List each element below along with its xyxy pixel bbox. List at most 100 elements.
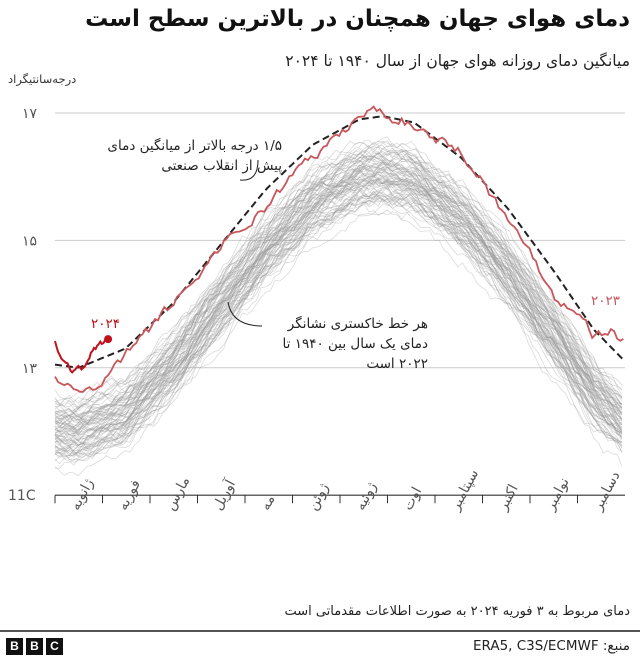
dashed-annotation-arrow: [239, 159, 259, 181]
label-2023: ۲۰۲۳: [591, 293, 620, 309]
gray-year-line: [54, 178, 622, 441]
gray-year-line: [54, 193, 623, 459]
source-text: منبع: ERA5, C3S/ECMWF: [472, 638, 630, 654]
gray-year-line: [54, 174, 623, 440]
gray-year-line: [54, 185, 622, 445]
gray-annotation: دمای یک سال بین ۱۹۴۰ تا: [283, 336, 428, 352]
gray-year-line: [54, 189, 623, 454]
y-tick-label: ۱۳: [22, 361, 38, 377]
gray-year-line: [54, 197, 623, 466]
month-label: مه: [257, 492, 278, 513]
gray-year-line: [54, 171, 623, 436]
gray-year-line: [54, 157, 623, 423]
gray-year-line: [54, 154, 623, 428]
gray-year-line: [54, 177, 623, 446]
gray-year-line: [54, 140, 623, 405]
gray-year-line: [54, 164, 623, 435]
gray-year-line: [54, 156, 623, 425]
month-label: نوامبر: [542, 475, 573, 514]
gray-year-line: [54, 191, 623, 458]
gray-year-line: [54, 151, 623, 416]
gray-year-line: [54, 146, 623, 421]
gray-year-line: [54, 180, 622, 442]
month-label: اکتبر: [494, 482, 521, 514]
gray-year-line: [54, 142, 623, 408]
gray-annotation-arrow: [227, 301, 263, 327]
gray-year-line: [54, 146, 623, 417]
line-2024: [54, 337, 109, 374]
gray-year-line: [54, 150, 623, 412]
gray-year-line: [54, 203, 623, 462]
gray-year-line: [54, 191, 623, 458]
gray-year-line: [54, 177, 623, 438]
gray-year-line: [54, 140, 623, 407]
month-label: ژوئیه: [352, 480, 380, 513]
logo-letter: B: [6, 638, 23, 655]
gray-year-lines: [54, 136, 623, 477]
gray-year-line: [54, 183, 623, 455]
gray-year-line: [54, 145, 623, 417]
logo-letter: C: [46, 638, 63, 655]
gray-year-line: [54, 152, 623, 423]
gray-year-line: [54, 168, 623, 437]
chart-subtitle: میانگین دمای روزانه هوای جهان از سال ۱۹۴…: [285, 52, 630, 70]
chart-title: دمای هوای جهان همچنان در بالاترین سطح اس…: [85, 6, 630, 32]
footnote: دمای مربوط به ۳ فوریه ۲۰۲۴ به صورت اطلاع…: [284, 604, 630, 619]
gray-year-line: [54, 166, 622, 432]
dashed-annotation: پیش از انقلاب صنعتی: [161, 158, 282, 174]
gray-year-line: [54, 150, 623, 415]
gray-year-line: [54, 170, 623, 438]
gray-year-line: [54, 191, 623, 452]
logo-letter: B: [26, 638, 43, 655]
gray-year-line: [54, 186, 622, 457]
gray-year-line: [54, 162, 623, 429]
line-2023: [54, 105, 624, 393]
gray-year-line: [54, 165, 623, 435]
month-label: آوریل: [209, 476, 240, 513]
gray-year-line: [54, 187, 623, 457]
gray-year-line: [54, 175, 623, 443]
point-2024-latest: [104, 335, 113, 344]
gray-year-line: [54, 162, 623, 433]
gray-year-line: [54, 178, 622, 448]
gray-year-line: [54, 179, 623, 452]
dashed-annotation: ۱/۵ درجه بالاتر از میانگین دمای: [107, 137, 282, 154]
gray-year-line: [54, 166, 623, 428]
gray-year-line: [54, 169, 623, 434]
gray-year-line: [54, 167, 623, 431]
gray-year-line: [54, 155, 622, 424]
gray-annotation: هر خط خاکستری نشانگر: [287, 315, 428, 332]
month-label: ژانویه: [67, 476, 97, 513]
gray-year-line: [54, 180, 623, 446]
y-tick-label: ۱۵: [22, 233, 37, 249]
gray-year-line: [54, 150, 623, 418]
gray-year-line: [54, 176, 623, 444]
gray-year-line: [54, 204, 623, 469]
month-label: ژوئن: [305, 481, 332, 514]
gray-year-line: [54, 170, 623, 438]
gray-year-line: [54, 186, 623, 449]
month-label: اوت: [400, 485, 425, 514]
y-tick-label: 11C: [8, 488, 36, 504]
gray-year-line: [54, 198, 623, 465]
month-label: دسامبر: [589, 469, 623, 514]
gray-year-line: [54, 171, 623, 434]
gray-year-line: [54, 163, 623, 430]
gray-year-line: [54, 147, 623, 417]
gray-year-line: [54, 197, 623, 458]
gray-year-line: [54, 165, 623, 429]
gray-year-line: [54, 157, 623, 424]
gray-year-line: [54, 175, 623, 446]
gray-annotation: ۲۰۲۲ است: [366, 356, 428, 372]
gray-year-line: [54, 163, 623, 433]
gray-year-line: [54, 177, 623, 443]
gray-year-line: [54, 155, 623, 425]
gray-year-line: [54, 188, 623, 452]
gray-year-line: [54, 188, 623, 463]
gray-year-line: [54, 164, 623, 429]
gray-year-line: [54, 190, 623, 457]
gray-year-line: [54, 179, 623, 452]
gray-year-line: [54, 159, 623, 421]
